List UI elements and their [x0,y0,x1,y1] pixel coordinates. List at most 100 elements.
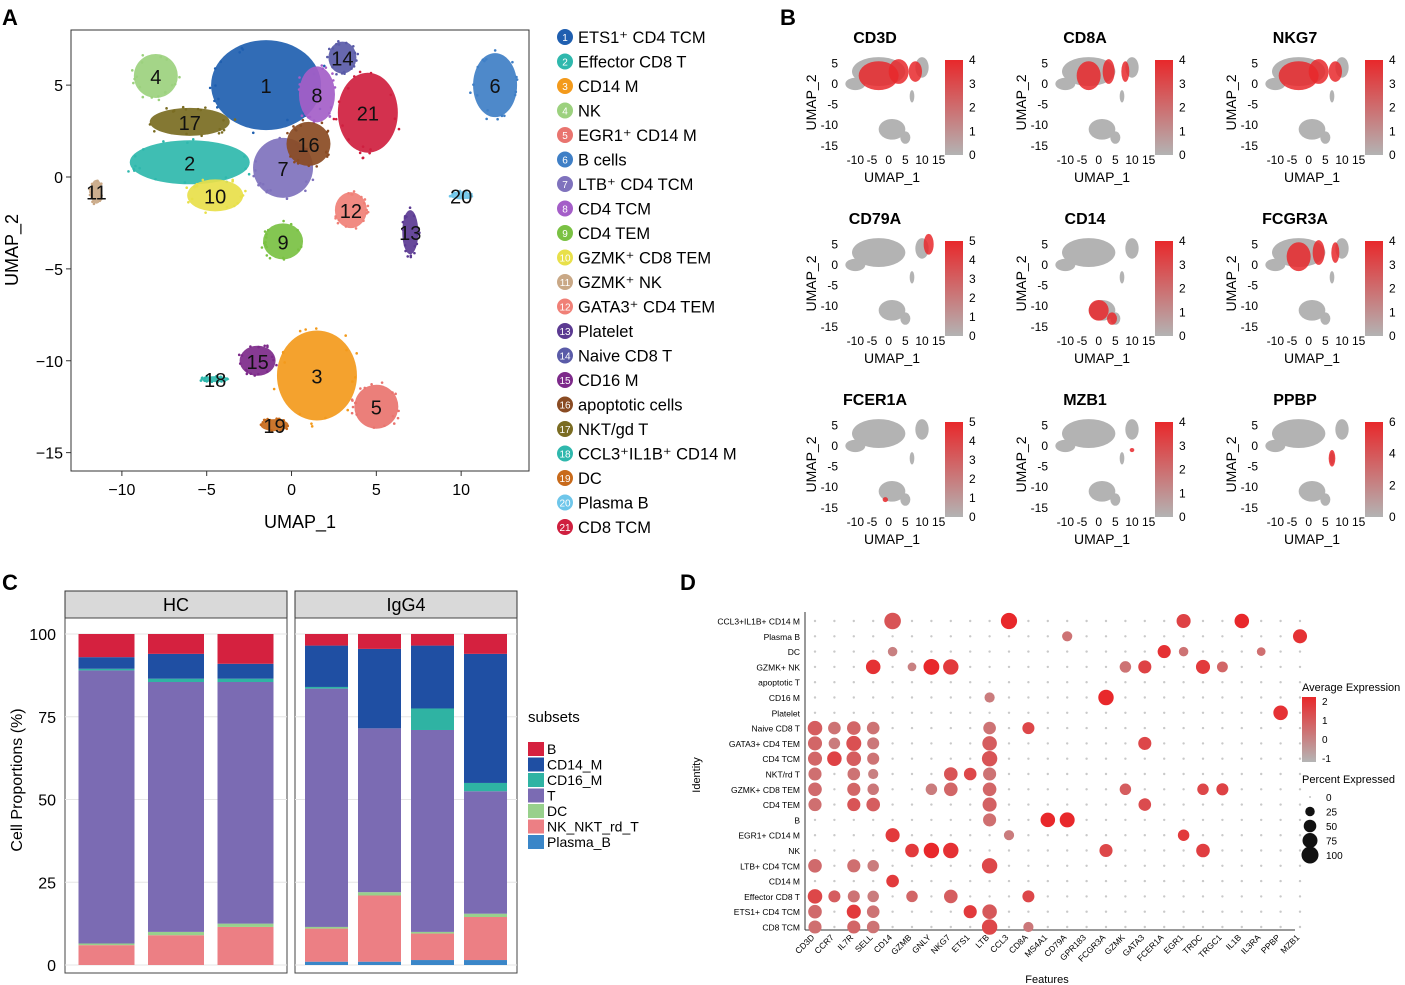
dot-background [1240,879,1244,883]
umap-cells-expressing [1076,61,1101,91]
cluster-point-9 [264,240,267,244]
x-tick-label: 10 [1335,515,1349,529]
dot-background [1046,711,1050,714]
x-tick-label: -10 [847,334,865,348]
bar-segment-dc [148,931,204,936]
dot-background [1007,665,1011,669]
y-tick-label: 0 [1251,258,1258,272]
y-tick-label: 5 [54,78,63,95]
dot-background [1104,925,1108,929]
identity-label: CD4 TCM [762,754,800,764]
dot-background [1007,849,1011,852]
dot-background [891,849,894,852]
x-tick-label: -5 [1287,334,1298,348]
cluster-point-11 [90,182,94,186]
cluster-point-19 [261,421,265,424]
feature-title-cd79a: CD79A [849,211,902,228]
x-tick-label: 10 [915,334,929,348]
y-tick-label: -5 [1247,98,1258,112]
panel-d-size-legend-title: Percent Expressed [1302,774,1395,786]
cluster-point-9 [296,248,300,251]
legend-key-1 [557,29,573,45]
legend-label: CD8 TCM [578,519,651,537]
dot [905,843,919,858]
cluster-point-4 [132,81,135,85]
x-tick-label: -5 [1077,334,1088,348]
colorbar-tick-label: 2 [1389,101,1396,115]
legend-label: ETS1⁺ CD4 TCM [578,29,706,47]
cluster-point-10 [231,180,234,183]
cluster-point-6 [484,57,488,61]
legend-swatch-cd16_m [528,773,544,787]
legend-swatch-cd14_m [528,757,544,772]
size-legend-label: 50 [1326,822,1338,833]
dot-background [872,650,875,653]
umap-cells-base [1320,493,1331,506]
dot-background [1182,910,1185,913]
panel-d-xlabel: Features [1025,974,1069,985]
dot-background [930,895,933,898]
dot-background [988,711,991,714]
cluster-point-13 [418,231,421,235]
cluster-point-14 [356,52,360,56]
cluster-point-18 [205,375,208,378]
dot-background [1143,757,1147,760]
x-tick-label: 10 [1335,334,1349,348]
dot [981,919,998,935]
cluster-point-15 [238,362,242,365]
dot-background [910,619,914,623]
cluster-point-18 [205,380,209,383]
dot-background [1124,895,1127,898]
bar-segment-cd16_m [411,708,454,730]
legend-key-number: 5 [562,131,568,142]
umap-cells-base [1298,481,1326,502]
cluster-point-16 [320,121,324,125]
dot-background [1279,696,1282,699]
bar-segment-t [411,729,454,932]
legend-key-number: 8 [562,205,568,216]
cluster-point-14 [337,39,340,43]
cluster-point-5 [396,416,400,420]
dot-background [872,834,875,837]
cluster-point-4 [173,82,177,86]
feature-ylabel: UMAP_2 [1223,74,1239,130]
colorbar-tick-label: 4 [1389,447,1396,461]
cluster-point-15 [263,344,267,348]
y-tick-label: 5 [1041,418,1048,432]
umap-cells-base [909,90,915,103]
dot-background [1143,726,1147,730]
y-tick-label: 5 [831,56,838,70]
x-tick-label: 0 [885,153,892,167]
dot-background [1143,711,1147,714]
colorbar-tick-label: 0 [1389,510,1396,524]
dot-background [1260,879,1263,883]
legend-key-15 [557,372,573,388]
cluster-point-21 [389,93,393,97]
dot-background [1046,925,1050,929]
cluster-label-18: 18 [204,370,226,392]
x-tick-label: -10 [1267,334,1285,348]
dot-background [1279,650,1282,653]
dot [866,905,880,919]
identity-label: Naive CD8 T [752,724,801,734]
umap-cells-expressing [1312,240,1325,265]
dot-background [1124,818,1127,822]
panel-a-ylabel: UMAP_2 [2,214,23,286]
dot [1098,689,1114,706]
umap-cells-base [1088,481,1116,502]
cluster-point-3 [304,328,307,331]
cluster-label-5: 5 [371,398,382,420]
dot-background [1143,788,1147,791]
feature-label: IL7R [835,932,855,952]
dot-background [1260,864,1263,867]
bar-segment-plasma_b [464,960,507,965]
cluster-point-10 [244,189,247,193]
dot-background [1260,635,1263,638]
x-tick-label: 5 [1112,153,1119,167]
y-tick-label: -10 [1241,118,1259,132]
cluster-point-2 [162,140,165,143]
dot-background [813,650,817,653]
cluster-point-11 [90,195,93,199]
cluster-point-18 [215,374,218,378]
cluster-point-14 [335,72,338,76]
